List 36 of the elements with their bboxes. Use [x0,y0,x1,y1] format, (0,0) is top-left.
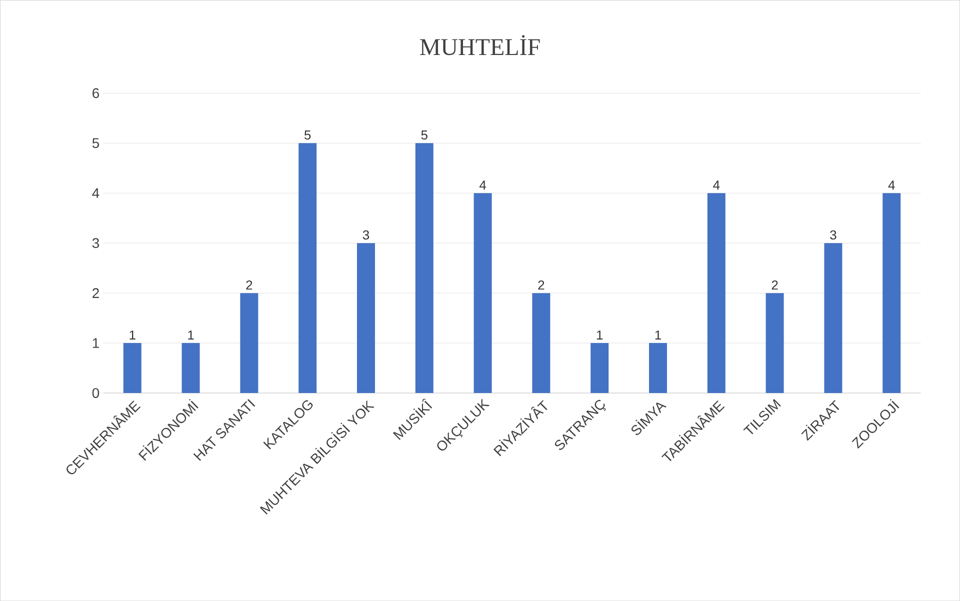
data-label: 1 [655,330,661,340]
data-label: 2 [538,280,544,290]
bar [123,342,142,393]
bar [882,193,901,393]
bar [474,193,492,393]
bar [766,293,784,393]
bar [532,293,550,393]
bar [590,342,609,393]
bar [707,193,726,393]
data-label: 1 [596,330,603,340]
y-tick-label: 0 [92,388,100,398]
bar [182,342,200,393]
bar [824,243,842,393]
y-tick-label: 1 [92,338,99,348]
y-tick-label: 2 [92,288,99,298]
data-label: 4 [479,180,486,190]
data-label: 5 [421,130,428,140]
data-label: 1 [188,330,194,340]
bar [298,143,317,393]
bar [415,143,434,393]
y-tick-label: 3 [92,238,100,248]
bar [356,243,375,393]
data-label: 2 [246,280,252,290]
y-tick-label: 6 [92,88,100,98]
data-label: 1 [130,330,136,340]
data-label: 5 [304,130,311,140]
chart-title: MUHTELİF [420,35,540,56]
data-label: 2 [772,280,778,290]
bar [649,342,667,393]
bar [240,293,258,393]
y-tick-label: 5 [92,138,100,148]
y-tick-label: 4 [92,188,100,198]
data-label: 4 [713,180,720,190]
data-label: 3 [362,230,370,240]
data-label: 4 [888,180,895,190]
data-label: 3 [830,230,836,240]
